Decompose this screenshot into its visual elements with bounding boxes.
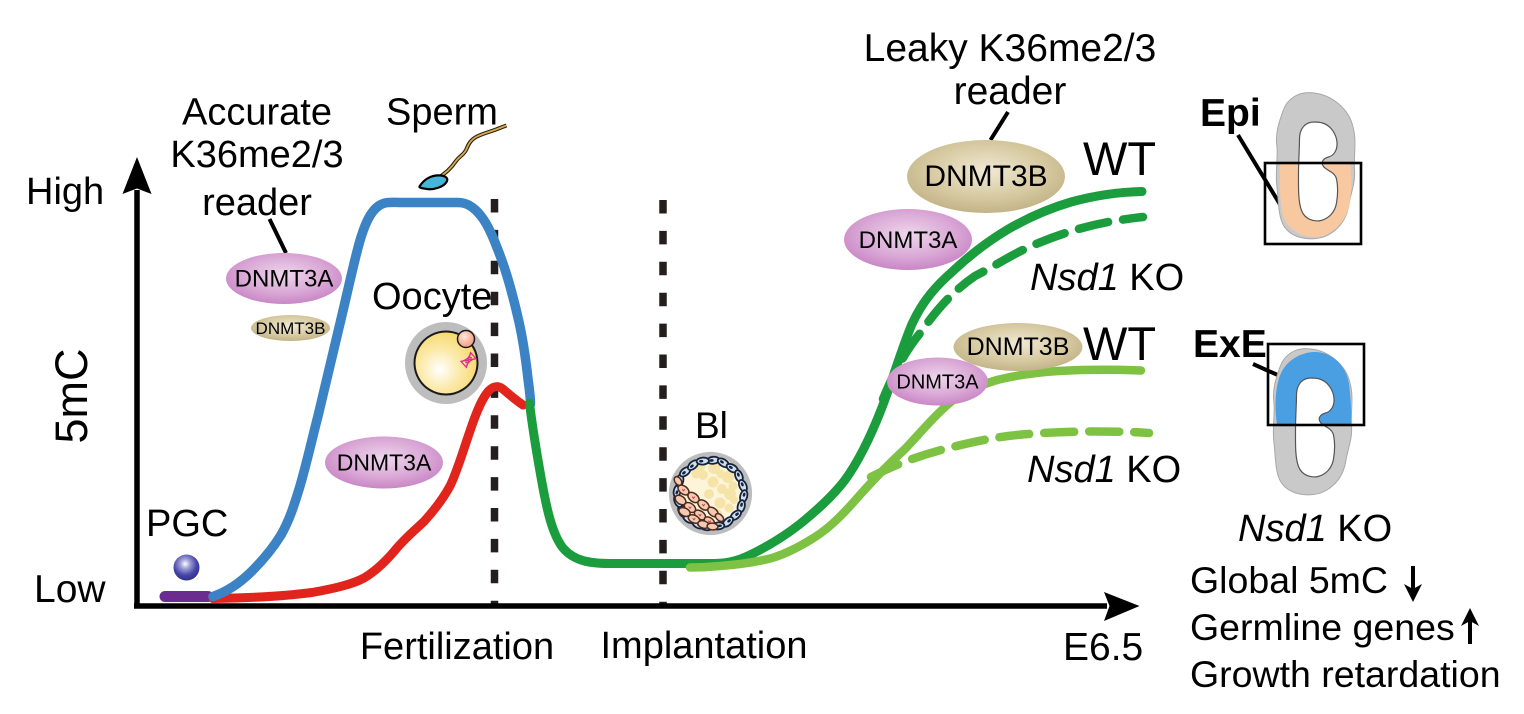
svg-text:E6.5: E6.5 [1063,626,1143,669]
svg-text:DNMT3A: DNMT3A [859,227,958,254]
svg-text:Oocyte: Oocyte [372,276,492,318]
svg-text:Epi: Epi [1200,92,1261,135]
svg-text:DNMT3B: DNMT3B [256,319,326,338]
svg-text:Nsd1 KO: Nsd1 KO [1027,449,1181,491]
svg-text:DNMT3B: DNMT3B [924,160,1047,193]
svg-text:Low: Low [34,568,106,611]
svg-text:PGC: PGC [146,503,228,545]
svg-text:DNMT3A: DNMT3A [235,266,334,293]
svg-text:reader: reader [202,182,312,224]
svg-text:5mC: 5mC [46,348,97,443]
svg-text:DNMT3A: DNMT3A [337,450,432,476]
svg-text:Germline genes: Germline genes [1190,606,1455,648]
svg-text:K36me2/3: K36me2/3 [170,134,343,176]
svg-text:Sperm: Sperm [386,92,498,134]
svg-text:Nsd1 KO: Nsd1 KO [1238,508,1392,550]
svg-text:Fertilization: Fertilization [360,626,554,668]
svg-text:Global 5mC: Global 5mC [1190,559,1388,601]
svg-text:Implantation: Implantation [600,625,807,667]
svg-text:Bl: Bl [695,405,728,446]
svg-text:Nsd1 KO: Nsd1 KO [1030,257,1184,299]
svg-text:WT: WT [1083,317,1156,370]
svg-text:WT: WT [1083,132,1156,185]
svg-text:DNMT3A: DNMT3A [896,372,979,394]
svg-text:Leaky K36me2/3: Leaky K36me2/3 [864,27,1157,70]
svg-text:ExE: ExE [1193,323,1267,366]
svg-text:High: High [26,171,104,213]
svg-text:reader: reader [954,70,1067,113]
svg-text:Growth retardation: Growth retardation [1190,653,1501,695]
svg-text:Accurate: Accurate [182,92,332,134]
svg-text:DNMT3B: DNMT3B [967,333,1070,361]
